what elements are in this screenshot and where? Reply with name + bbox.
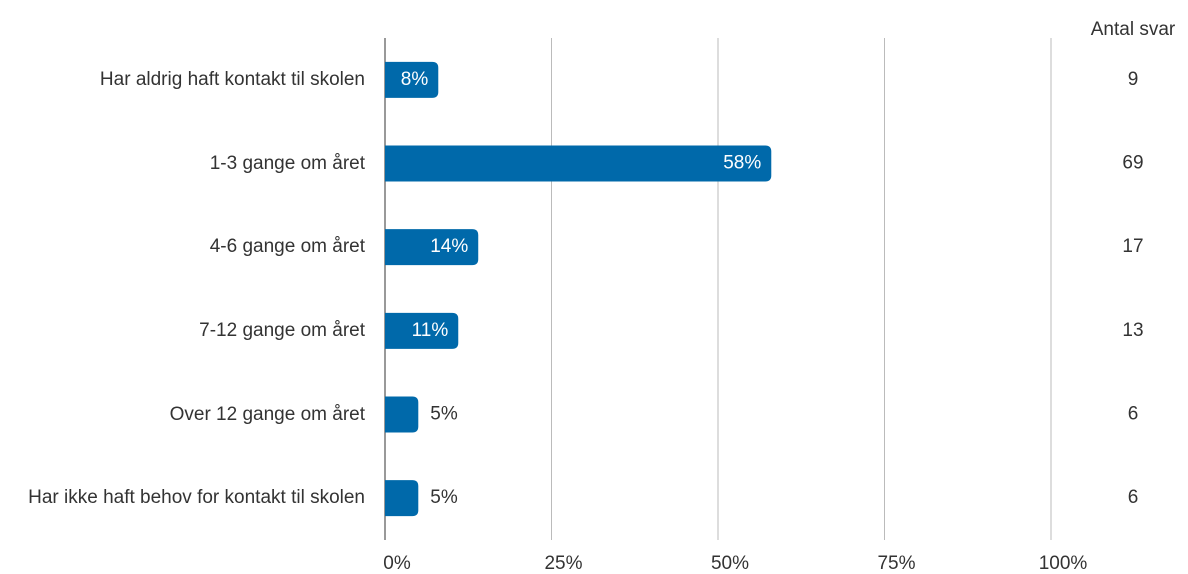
bar [385,480,419,517]
count-label: 9 [1128,69,1139,90]
x-tick-label: 50% [711,553,749,574]
bar [385,396,419,433]
count-label: 6 [1128,487,1139,508]
counts-title: Antal svar [1091,19,1176,40]
category-label: 7-12 gange om året [199,319,365,341]
data-label: 5% [430,487,458,508]
category-label: Har aldrig haft kontakt til skolen [99,68,365,90]
category-label: Har ikke haft behov for kontakt til skol… [28,487,365,509]
data-label: 14% [430,236,468,257]
data-label: 8% [401,69,429,90]
x-tick-label: 75% [877,553,915,574]
x-tick-label: 25% [544,553,582,574]
count-label: 6 [1128,404,1139,425]
count-label: 13 [1122,320,1143,341]
data-label: 58% [723,153,761,174]
data-label: 5% [430,404,458,425]
count-label: 69 [1122,153,1143,174]
bar [385,61,439,98]
bar [385,312,459,349]
data-label: 11% [412,320,449,341]
x-tick-label: 0% [383,553,411,574]
category-label: Over 12 gange om året [169,403,365,425]
bar [385,145,772,182]
category-label: 4-6 gange om året [209,236,365,258]
category-label: 1-3 gange om året [209,152,365,174]
x-tick-label: 100% [1039,553,1088,574]
bar [385,229,479,266]
count-label: 17 [1122,236,1143,257]
